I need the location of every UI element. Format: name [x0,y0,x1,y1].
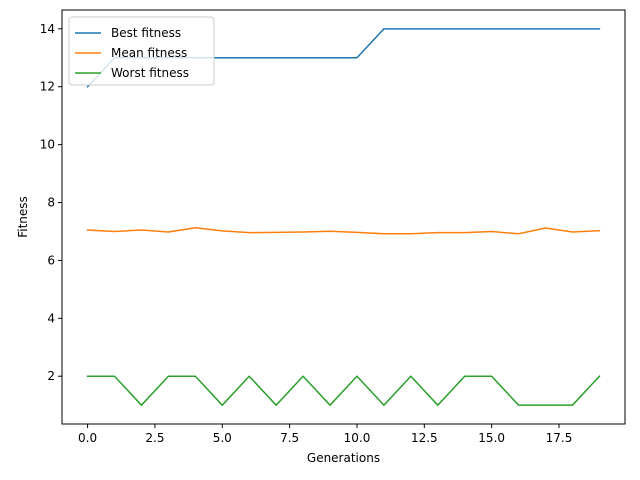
x-tick-label: 5.0 [213,431,232,445]
y-tick-label: 10 [40,138,55,152]
y-axis-label: Fitness [16,196,30,238]
y-tick-label: 14 [40,22,55,36]
y-tick-label: 4 [47,311,55,325]
y-axis-ticks: 2 4 6 8 10 12 14 [40,22,62,383]
x-tick-label: 0.0 [78,431,97,445]
axes-frame [61,9,626,425]
x-tick-label: 15.0 [478,431,505,445]
x-tick-label: 10.0 [344,431,371,445]
x-axis-ticks: 0.0 2.5 5.0 7.5 10.0 12.5 15.0 17.5 [78,424,572,445]
series-line-2 [86,226,601,235]
legend-label: Worst fitness [111,66,189,80]
series-line-3 [86,375,601,406]
x-tick-label: 7.5 [280,431,299,445]
legend-label: Best fitness [111,26,181,40]
y-tick-label: 6 [47,253,55,267]
y-tick-label: 8 [47,196,55,210]
x-axis-label: Generations [307,451,380,465]
x-tick-label: 12.5 [411,431,438,445]
x-tick-label: 2.5 [145,431,164,445]
x-tick-label: 17.5 [546,431,573,445]
y-tick-label: 2 [47,369,55,383]
legend: Best fitness Mean fitness Worst fitness [68,16,215,86]
legend-box [68,16,215,86]
legend-label: Mean fitness [111,46,187,60]
y-tick-label: 12 [40,80,55,94]
